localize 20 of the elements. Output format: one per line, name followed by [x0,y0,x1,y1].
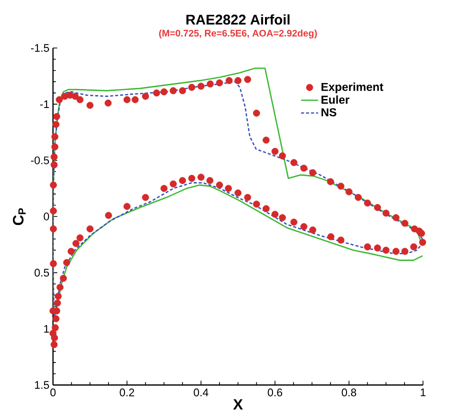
x-tick-label: 0.4 [194,388,208,396]
legend-label: NS [322,108,336,116]
x-tick-label: 0.6 [268,388,282,396]
y-axis-title: C$_{P}$ [12,208,26,226]
y-tick-label: 0 [44,212,50,220]
x-axis-title: X [233,399,243,410]
x-tick-label: 0.2 [120,388,134,396]
y-tick-label: 1.5 [35,381,49,389]
chart-subtitle: (M=0.725, Re=6.5E6, AOA=2.92deg) [159,30,317,38]
y-tick-label: -1 [40,100,49,108]
y-tick-label: -0.5 [31,156,49,164]
x-tick-label: 0.8 [342,388,356,396]
chart-title: RAE2822 Airfoil [186,14,290,25]
legend-label: Euler [322,95,350,104]
y-tick-label: 1 [44,325,49,333]
legend-label: Experiment [322,82,384,94]
x-tick-label: 1 [420,388,426,396]
y-tick-label: -1.5 [31,44,49,52]
y-tick-label: 0.5 [34,268,49,277]
x-tick-label: 0 [50,388,56,396]
